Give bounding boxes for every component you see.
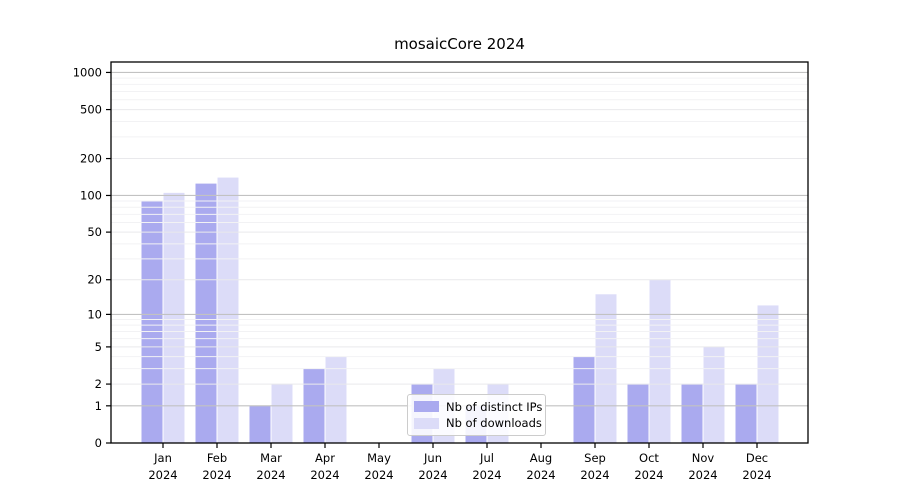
x-tick-label-year: 2024 [634,468,663,482]
x-tick-label-month: Dec [746,451,768,465]
legend-item-distinct-ips: Nb of distinct IPs [414,399,543,414]
bar-nov-downloads [703,346,725,443]
y-tick-label: 20 [87,273,102,287]
x-tick-label-year: 2024 [148,468,177,482]
y-tick-label: 1 [95,399,102,413]
legend-label-downloads: Nb of downloads [446,416,542,431]
x-tick-label-month: Sep [584,451,606,465]
bar-dec-downloads [757,305,779,443]
legend-swatch-ips-icon [414,401,439,413]
x-tick-label-year: 2024 [364,468,393,482]
bar-mar-downloads [271,384,293,443]
bar-jan-downloads [163,192,185,443]
bar-apr-downloads [325,356,347,443]
y-tick-label: 200 [80,152,102,166]
x-tick-label-year: 2024 [472,468,501,482]
x-tick-label-month: Jul [479,451,494,465]
gridlines [111,71,808,407]
x-tick-label-year: 2024 [742,468,771,482]
x-tick-label-month: Apr [315,451,335,465]
x-tick-label-month: Mar [260,451,282,465]
y-tick-label: 10 [87,307,102,321]
bar-mar-ips [249,405,271,443]
x-tick-label-year: 2024 [580,468,609,482]
y-tick-label: 0 [95,436,102,450]
y-tick-label: 500 [80,103,102,117]
x-tick-label-month: May [367,451,391,465]
x-axis: Jan 2024 Feb 2024 Mar 2024 Apr 2024 May 2024 Jun 20… [148,443,772,482]
x-tick-label-month: Nov [692,451,715,465]
legend-swatch-downloads-icon [414,417,439,429]
chart-title: mosaicCore 2024 [394,35,525,53]
y-tick-label: 1000 [73,65,102,79]
x-tick-label-month: Aug [530,451,552,465]
y-tick-label: 100 [80,188,102,202]
x-tick-label-year: 2024 [526,468,555,482]
bar-feb-downloads [217,177,239,443]
bar-dec-ips [735,384,757,443]
y-tick-label: 2 [95,377,102,391]
bar-feb-ips [195,183,217,443]
x-tick-label-month: Jun [423,451,442,465]
x-tick-label-year: 2024 [310,468,339,482]
x-tick-label-year: 2024 [418,468,447,482]
bar-sep-ips [573,356,595,443]
x-tick-label-month: Feb [207,451,227,465]
x-tick-label-month: Oct [639,451,659,465]
bar-nov-ips [681,384,703,443]
legend-item-downloads: Nb of downloads [414,416,542,431]
y-tick-label: 50 [87,225,102,239]
bar-jan-ips [141,201,163,443]
x-tick-label-month: Jan [153,451,172,465]
plot-frame [110,61,809,444]
x-tick-label-year: 2024 [202,468,231,482]
legend-label-distinct-ips: Nb of distinct IPs [446,399,543,414]
x-tick-label-year: 2024 [256,468,285,482]
y-axis: 0 1 2 5 10 20 50 100 200 500 1000 [73,65,111,450]
bar-oct-downloads [649,279,671,443]
legend: Nb of distinct IPs Nb of downloads [407,394,546,436]
bar-oct-ips [627,384,649,443]
x-tick-label-year: 2024 [688,468,717,482]
y-tick-label: 5 [95,340,102,354]
